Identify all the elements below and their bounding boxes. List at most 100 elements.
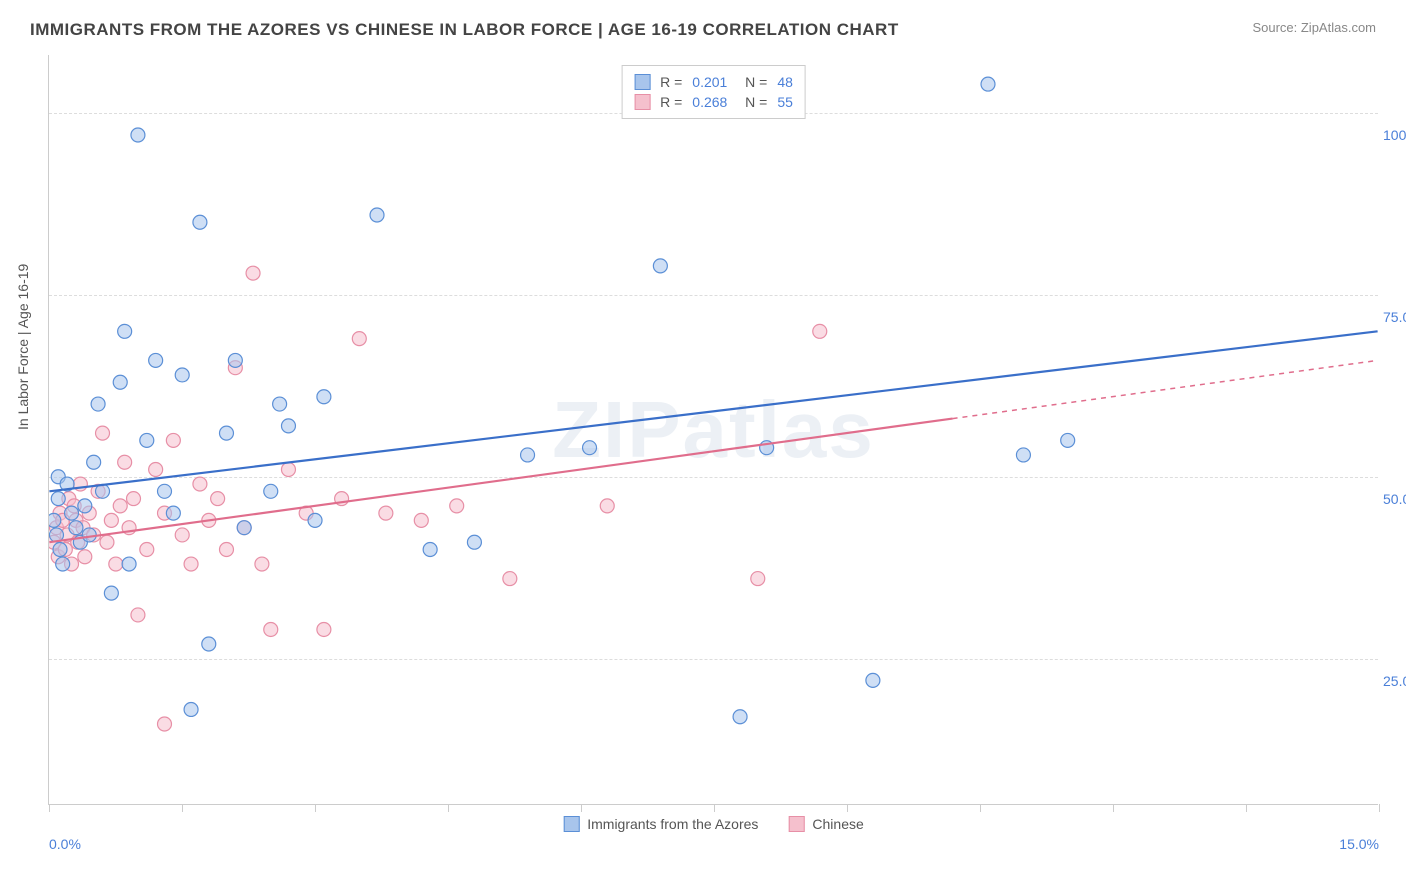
scatter-point bbox=[184, 702, 198, 716]
x-tick bbox=[1113, 804, 1114, 812]
source-attribution: Source: ZipAtlas.com bbox=[1252, 20, 1376, 35]
y-axis-label: In Labor Force | Age 16-19 bbox=[15, 264, 31, 430]
scatter-point bbox=[308, 513, 322, 527]
scatter-point bbox=[158, 717, 172, 731]
correlation-legend: R = 0.201 N = 48 R = 0.268 N = 55 bbox=[621, 65, 806, 119]
x-tick bbox=[847, 804, 848, 812]
scatter-point bbox=[118, 455, 132, 469]
scatter-point bbox=[193, 215, 207, 229]
swatch-icon bbox=[634, 94, 650, 110]
legend-item-chinese: Chinese bbox=[788, 816, 863, 832]
scatter-point bbox=[87, 455, 101, 469]
x-tick bbox=[714, 804, 715, 812]
scatter-point bbox=[317, 622, 331, 636]
legend-label: Immigrants from the Azores bbox=[587, 816, 758, 832]
legend-row-series1: R = 0.201 N = 48 bbox=[634, 72, 793, 92]
x-tick bbox=[980, 804, 981, 812]
scatter-point bbox=[184, 557, 198, 571]
scatter-point bbox=[104, 513, 118, 527]
y-tick-label: 25.0% bbox=[1383, 673, 1406, 689]
series-legend: Immigrants from the Azores Chinese bbox=[563, 816, 864, 832]
y-tick-label: 50.0% bbox=[1383, 491, 1406, 507]
scatter-point bbox=[281, 419, 295, 433]
scatter-point bbox=[56, 557, 70, 571]
scatter-point bbox=[317, 390, 331, 404]
scatter-point bbox=[166, 506, 180, 520]
scatter-point bbox=[237, 521, 251, 535]
scatter-point bbox=[202, 637, 216, 651]
swatch-icon bbox=[563, 816, 579, 832]
scatter-point bbox=[1016, 448, 1030, 462]
x-tick bbox=[448, 804, 449, 812]
scatter-point bbox=[521, 448, 535, 462]
legend-label: Chinese bbox=[812, 816, 863, 832]
x-tick bbox=[1379, 804, 1380, 812]
x-tick bbox=[1246, 804, 1247, 812]
scatter-point bbox=[379, 506, 393, 520]
x-tick-label: 15.0% bbox=[1339, 836, 1379, 852]
y-tick-label: 75.0% bbox=[1383, 309, 1406, 325]
scatter-point bbox=[423, 542, 437, 556]
scatter-point bbox=[149, 463, 163, 477]
r-label: R = bbox=[660, 94, 682, 110]
scatter-point bbox=[653, 259, 667, 273]
y-tick-label: 100.0% bbox=[1383, 127, 1406, 143]
scatter-point bbox=[255, 557, 269, 571]
r-value: 0.201 bbox=[692, 74, 727, 90]
chart-plot-area: ZIPatlas R = 0.201 N = 48 R = 0.268 N = … bbox=[48, 55, 1378, 805]
scatter-point bbox=[113, 499, 127, 513]
x-tick bbox=[49, 804, 50, 812]
scatter-point bbox=[228, 353, 242, 367]
scatter-point bbox=[1061, 433, 1075, 447]
swatch-icon bbox=[634, 74, 650, 90]
scatter-point bbox=[981, 77, 995, 91]
scatter-point bbox=[866, 673, 880, 687]
x-tick bbox=[182, 804, 183, 812]
scatter-point bbox=[131, 128, 145, 142]
scatter-point bbox=[751, 572, 765, 586]
scatter-point bbox=[219, 426, 233, 440]
scatter-point bbox=[166, 433, 180, 447]
scatter-plot-svg bbox=[49, 55, 1378, 804]
scatter-point bbox=[104, 586, 118, 600]
scatter-point bbox=[264, 484, 278, 498]
scatter-point bbox=[219, 542, 233, 556]
scatter-point bbox=[583, 441, 597, 455]
n-label: N = bbox=[737, 94, 767, 110]
scatter-point bbox=[78, 550, 92, 564]
r-label: R = bbox=[660, 74, 682, 90]
scatter-point bbox=[140, 542, 154, 556]
legend-row-series2: R = 0.268 N = 55 bbox=[634, 92, 793, 112]
scatter-point bbox=[211, 492, 225, 506]
scatter-point bbox=[53, 542, 67, 556]
scatter-point bbox=[65, 506, 79, 520]
scatter-point bbox=[113, 375, 127, 389]
scatter-point bbox=[82, 528, 96, 542]
x-tick bbox=[315, 804, 316, 812]
scatter-point bbox=[127, 492, 141, 506]
scatter-point bbox=[158, 484, 172, 498]
scatter-point bbox=[414, 513, 428, 527]
scatter-point bbox=[450, 499, 464, 513]
scatter-point bbox=[193, 477, 207, 491]
scatter-point bbox=[467, 535, 481, 549]
scatter-point bbox=[51, 492, 65, 506]
scatter-point bbox=[600, 499, 614, 513]
scatter-point bbox=[118, 324, 132, 338]
scatter-point bbox=[109, 557, 123, 571]
scatter-point bbox=[246, 266, 260, 280]
scatter-point bbox=[96, 426, 110, 440]
scatter-point bbox=[352, 332, 366, 346]
scatter-point bbox=[281, 463, 295, 477]
scatter-point bbox=[49, 513, 61, 527]
scatter-point bbox=[91, 397, 105, 411]
r-value: 0.268 bbox=[692, 94, 727, 110]
n-value: 55 bbox=[777, 94, 793, 110]
x-tick bbox=[581, 804, 582, 812]
scatter-point bbox=[149, 353, 163, 367]
scatter-point bbox=[370, 208, 384, 222]
scatter-point bbox=[733, 710, 747, 724]
n-value: 48 bbox=[777, 74, 793, 90]
scatter-point bbox=[69, 521, 83, 535]
scatter-point bbox=[264, 622, 278, 636]
